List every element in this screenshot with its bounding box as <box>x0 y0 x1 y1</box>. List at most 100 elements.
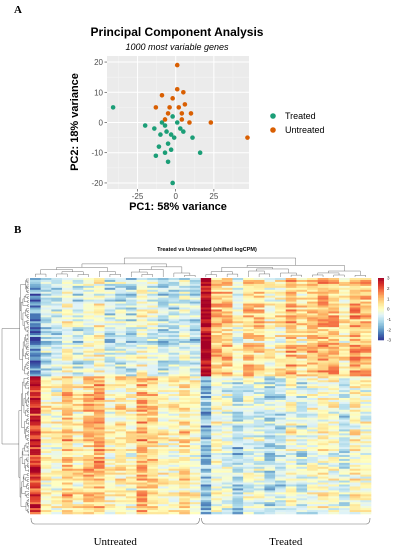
heatmap-cell <box>264 315 276 318</box>
heatmap-cell <box>275 293 287 296</box>
heatmap-cell <box>168 293 180 296</box>
heatmap-cell <box>157 492 169 495</box>
heatmap-cell <box>115 429 127 432</box>
colorbar-tick-label: -2 <box>387 327 391 332</box>
heatmap-cell <box>147 319 159 322</box>
heatmap-cell <box>285 439 297 442</box>
heatmap-cell <box>253 401 265 405</box>
heatmap-cell <box>200 462 212 466</box>
heatmap-cell <box>232 346 244 350</box>
heatmap-cell <box>189 496 201 499</box>
heatmap-cell <box>211 337 223 340</box>
heatmap-cell <box>253 283 265 287</box>
heatmap-cell <box>157 397 169 401</box>
heatmap-cell <box>115 411 127 414</box>
heatmap-cell <box>339 490 350 493</box>
heatmap-cell <box>157 500 169 503</box>
heatmap-cell <box>136 327 148 330</box>
heatmap-cell <box>328 439 340 442</box>
heatmap-cell <box>317 358 329 361</box>
heatmap-cell <box>72 510 84 513</box>
heatmap-cell <box>243 478 255 481</box>
heatmap-cell <box>296 470 308 473</box>
heatmap-cell <box>136 451 148 454</box>
heatmap-cell <box>179 356 191 359</box>
heatmap-cell <box>125 417 137 420</box>
heatmap-cell <box>264 512 276 515</box>
heatmap-cell <box>157 429 169 432</box>
heatmap-cell <box>232 411 244 414</box>
heatmap-cell <box>349 388 361 391</box>
heatmap-cell <box>147 311 159 314</box>
heatmap-cell <box>253 474 265 477</box>
heatmap-cell <box>115 413 127 416</box>
heatmap-cell <box>253 494 265 497</box>
heatmap-cell <box>328 372 340 375</box>
heatmap-cell <box>136 399 148 403</box>
pca-y-tick-label: 0 <box>99 119 104 128</box>
heatmap-cell <box>40 484 52 487</box>
heatmap-cell <box>168 510 180 513</box>
heatmap-cell <box>232 484 244 487</box>
heatmap-cell <box>147 283 159 287</box>
heatmap-cell <box>136 354 148 357</box>
heatmap-cell <box>317 502 329 505</box>
heatmap-cell <box>307 354 319 357</box>
heatmap-cell <box>157 443 169 446</box>
heatmap-cell <box>168 451 180 454</box>
row-dendrogram-branch <box>27 290 29 293</box>
row-dendrogram-branch <box>26 382 29 386</box>
heatmap-cell <box>232 329 244 332</box>
heatmap-cell <box>264 372 276 375</box>
heatmap-cell <box>339 356 350 359</box>
heatmap-cell <box>296 333 308 336</box>
heatmap-cell <box>179 401 191 405</box>
heatmap-cell <box>296 492 308 495</box>
heatmap-cell <box>179 346 191 350</box>
heatmap-cell <box>40 344 52 348</box>
heatmap-cell <box>51 354 63 357</box>
heatmap-cell <box>125 480 137 483</box>
pca-point-untreated <box>167 105 172 110</box>
heatmap-cell <box>61 417 73 420</box>
heatmap-cell <box>168 309 180 312</box>
heatmap-cell <box>275 413 287 416</box>
heatmap-cell <box>125 445 137 448</box>
heatmap-cell <box>253 451 265 454</box>
heatmap-cell <box>83 340 95 344</box>
heatmap-cell <box>360 502 372 505</box>
heatmap-cell <box>349 311 361 314</box>
heatmap-cell <box>104 281 116 285</box>
heatmap-cell <box>72 344 84 348</box>
heatmap-cell <box>125 323 137 326</box>
heatmap-cell <box>93 508 105 511</box>
heatmap-cell <box>104 289 116 293</box>
heatmap-cell <box>296 378 308 381</box>
heatmap-cell <box>275 496 287 499</box>
colorbar-segment <box>378 307 384 310</box>
heatmap-cell <box>285 429 297 432</box>
heatmap-cell <box>317 311 329 314</box>
heatmap-cell <box>179 354 191 357</box>
heatmap-cell <box>275 338 287 342</box>
heatmap-cell <box>125 488 137 491</box>
heatmap-cell <box>349 331 361 334</box>
heatmap-cell <box>275 307 287 310</box>
heatmap-cell <box>253 508 265 511</box>
heatmap-cell <box>147 490 159 493</box>
heatmap-cell <box>30 466 41 470</box>
heatmap-cell <box>61 411 73 414</box>
heatmap-cell <box>30 409 41 413</box>
heatmap-cell <box>168 303 180 306</box>
heatmap-cell <box>200 496 212 499</box>
heatmap-cell <box>360 301 372 304</box>
heatmap-cell <box>296 295 308 298</box>
heatmap-cell <box>30 287 41 291</box>
heatmap-cell <box>211 278 223 281</box>
heatmap-cell <box>285 342 297 346</box>
heatmap-cell <box>253 335 265 338</box>
heatmap-cell <box>61 299 73 302</box>
heatmap-cell <box>211 368 223 371</box>
heatmap-cell <box>275 342 287 346</box>
heatmap-cell <box>136 407 148 411</box>
